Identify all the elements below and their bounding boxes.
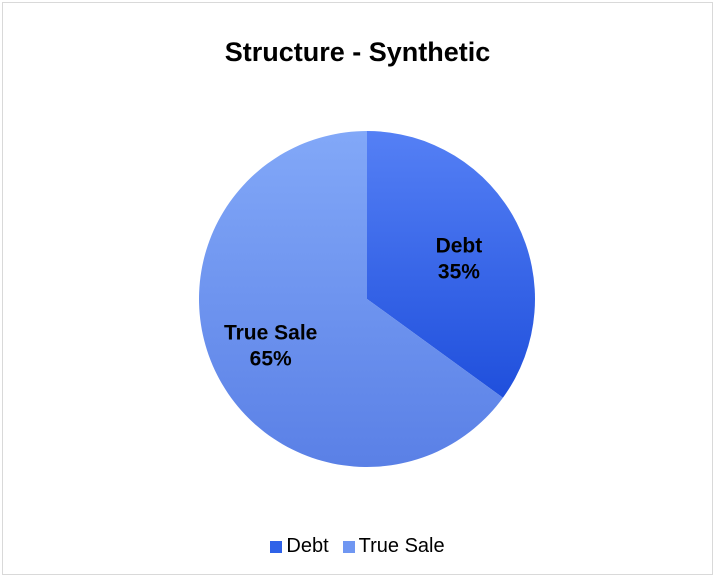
labels-layer: Debt 35% True Sale 65% [224, 234, 482, 370]
chart-title: Structure - Synthetic [224, 37, 491, 67]
slice-label-true-sale: True Sale [224, 322, 317, 345]
legend: Debt True Sale [3, 535, 712, 558]
legend-swatch-debt [270, 540, 283, 553]
pie-slice-debt [367, 131, 535, 398]
legend-item-debt: Debt [270, 535, 329, 558]
legend-label-debt: Debt [286, 535, 329, 557]
slices-layer [198, 131, 535, 468]
pie-chart: Debt 35% True Sale 65% [198, 131, 535, 468]
legend-label-true-sale: True Sale [358, 535, 445, 557]
slice-label-debt: Debt [436, 234, 483, 257]
pie-slice-true-sale [198, 131, 503, 468]
slice-value-true-sale: 65% [250, 348, 292, 371]
legend-swatch-true-sale [342, 540, 355, 553]
slice-value-debt: 35% [438, 260, 480, 283]
legend-item-true-sale: True Sale [342, 535, 445, 558]
